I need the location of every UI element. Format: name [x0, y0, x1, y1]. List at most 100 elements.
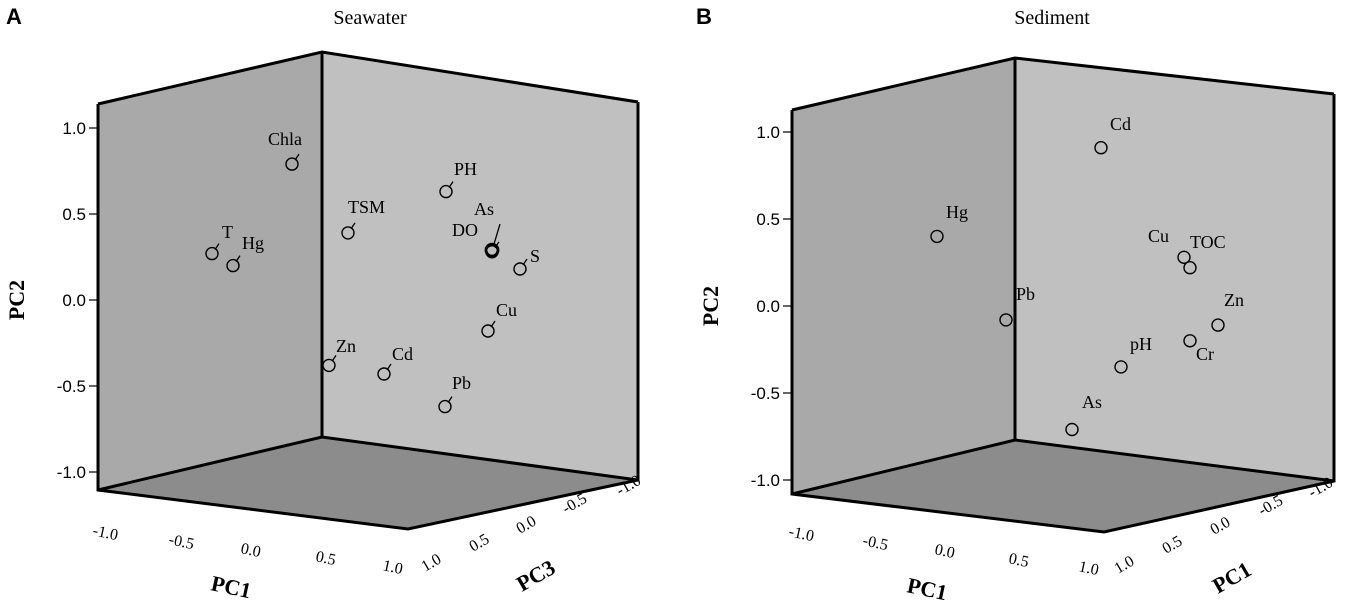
point-leader-line: [490, 320, 496, 328]
data-point-chla: [285, 157, 299, 171]
point-label-cu: Cu: [496, 300, 517, 320]
point-leader-line: [386, 363, 392, 371]
point-label-cu: Cu: [1148, 226, 1169, 246]
point-label-cd: Cd: [1110, 114, 1131, 134]
point-label-toc: TOC: [1190, 232, 1226, 252]
panel-b-xtick-label: -1.0: [787, 523, 815, 545]
panel-b-label: B: [696, 4, 712, 29]
point-leader-line: [214, 243, 220, 250]
panel-b-points: Cd Hg Cu TOC Pb Zn Cr pH As: [930, 114, 1244, 437]
panel-b-ytick-label: -1.0: [751, 471, 780, 490]
data-point-t: [205, 246, 219, 261]
point-label-cr: Cr: [1196, 344, 1214, 364]
panel-b-ytick-label: 0.0: [756, 297, 780, 316]
point-leader-line: [447, 396, 453, 403]
data-point-hg: [930, 229, 944, 244]
panel-a-z-axis-title: PC3: [512, 555, 559, 597]
panel-b-ztick-label: 0.0: [1208, 514, 1234, 539]
data-point-toc: [1183, 261, 1197, 275]
panel-a-xtick-label: -1.0: [91, 522, 119, 544]
point-leader-line: [448, 181, 454, 188]
data-point-cd: [1094, 140, 1108, 155]
data-point-cu: [1177, 250, 1191, 264]
point-label-zn: Zn: [1224, 290, 1244, 310]
panel-a-x-axis-title: PC1: [209, 570, 254, 603]
panel-a-ytick-label: 1.0: [62, 119, 86, 138]
point-label-chla: Chla: [268, 129, 302, 149]
point-label-cd: Cd: [392, 344, 413, 364]
panel-b-left-wall: [792, 58, 1015, 494]
data-point-pb: [999, 313, 1013, 327]
point-label-do: DO: [452, 220, 478, 240]
data-point-ph: [439, 184, 453, 199]
point-leader-line: [350, 222, 356, 230]
panel-a-ztick-label: 0.5: [467, 531, 493, 556]
panel-b-ztick-label: 0.5: [1160, 533, 1186, 558]
panel-a-ytick-label: -0.5: [57, 377, 86, 396]
data-point-as: [1065, 422, 1079, 437]
panel-a-frame: [96, 50, 640, 531]
point-leader-line: [331, 355, 337, 362]
panel-a-ytick-label: 0.0: [62, 291, 86, 310]
data-point-ph: [1114, 360, 1128, 374]
panel-a-ytick-label: 0.5: [62, 205, 86, 224]
point-label-zn: Zn: [336, 336, 356, 356]
point-leader-line: [235, 255, 241, 262]
panel-a-y-axis-title: PC2: [4, 280, 29, 320]
panel-a-title: Seawater: [333, 7, 407, 29]
panel-b: B Sediment 1.0 0.5 0.0 -0.5 -1.0 PC2 -1.: [696, 4, 1336, 605]
data-point-pb: [438, 399, 452, 414]
point-leader-line: [493, 223, 501, 245]
panel-a-xtick-label: 1.0: [381, 557, 404, 578]
data-point-cu: [481, 324, 495, 338]
panel-b-ytick-label: 0.5: [756, 210, 780, 229]
panel-b-xtick-label: -0.5: [861, 532, 889, 554]
panel-a-back-wall: [322, 52, 638, 480]
panel-a-ytick-label: -1.0: [57, 463, 86, 482]
panel-a-xtick-label: 0.0: [239, 540, 262, 561]
point-leader-line: [522, 258, 528, 266]
point-label-pb: Pb: [452, 373, 471, 393]
data-point-cd: [377, 367, 391, 381]
point-label-ph: pH: [1130, 334, 1152, 354]
panel-b-x-axis-title: PC1: [905, 572, 950, 605]
panel-b-ztick-label: 1.0: [1112, 553, 1138, 578]
panel-b-title: Sediment: [1014, 7, 1090, 29]
panel-a: A Seawater 1.0 0.5 0.0 -0.5 -1.0 PC2 -1.: [4, 4, 644, 603]
data-point-zn: [1211, 318, 1225, 332]
data-point-s: [513, 262, 527, 276]
point-label-hg: Hg: [242, 233, 264, 253]
panel-b-xtick-label: 0.0: [933, 541, 956, 562]
point-label-ph: PH: [454, 159, 477, 179]
point-leader-line: [294, 153, 300, 161]
data-point-cr: [1183, 334, 1197, 348]
panel-a-xtick-label: -0.5: [167, 531, 195, 553]
panel-a-xtick-label: 0.5: [314, 548, 337, 569]
panel-b-xtick-label: 1.0: [1077, 558, 1100, 579]
data-point-hg: [226, 258, 240, 273]
panel-b-frame: [790, 56, 1336, 534]
point-label-as: As: [474, 199, 494, 219]
data-point-as: [484, 242, 500, 258]
panel-b-y-axis: [783, 131, 792, 481]
panel-a-ztick-label: 0.0: [514, 513, 540, 538]
panel-a-y-axis: [89, 127, 98, 473]
panel-b-ytick-label: -0.5: [751, 384, 780, 403]
point-label-as: As: [1082, 392, 1102, 412]
panel-b-z-axis-title: PC1: [1208, 557, 1255, 599]
point-label-s: S: [530, 246, 540, 266]
panel-a-left-wall: [98, 52, 322, 490]
point-label-tsm: TSM: [348, 197, 385, 217]
panel-b-back-wall: [1015, 58, 1334, 481]
point-label-t: T: [222, 222, 233, 242]
point-label-hg: Hg: [946, 202, 968, 222]
panel-b-xtick-label: 0.5: [1007, 550, 1030, 571]
panel-b-y-axis-title: PC2: [698, 286, 723, 326]
data-point-zn: [322, 358, 336, 373]
panel-a-ztick-label: 1.0: [419, 551, 445, 576]
data-point-tsm: [341, 226, 355, 240]
point-label-pb: Pb: [1016, 284, 1035, 304]
panel-b-ytick-label: 1.0: [756, 123, 780, 142]
